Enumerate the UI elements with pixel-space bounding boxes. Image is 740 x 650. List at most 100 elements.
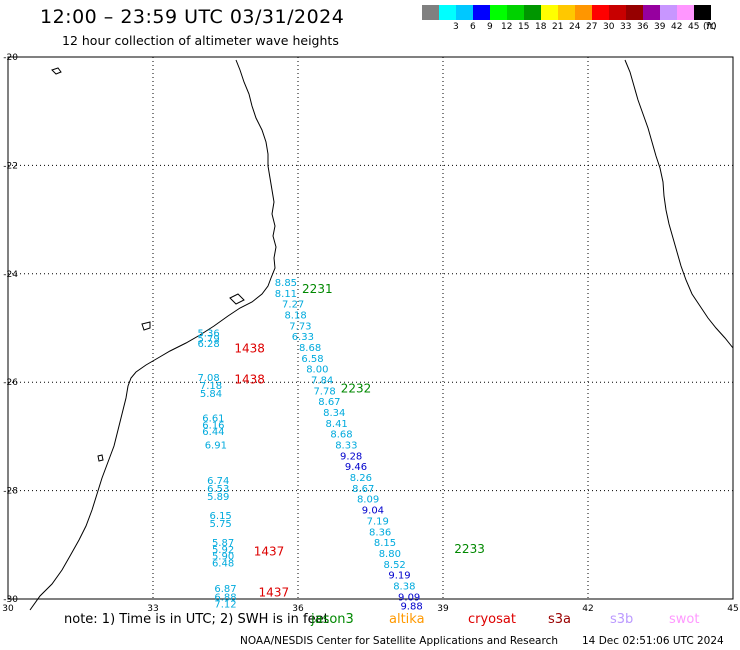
wave-height-label: 5.87 — [212, 538, 234, 549]
colorbar-swatch — [473, 5, 490, 20]
wave-height-label: 7.27 — [282, 300, 304, 311]
colorbar-tick-label: 9 — [487, 22, 493, 32]
colorbar-swatch — [694, 5, 711, 20]
wave-height-label: 5.84 — [200, 389, 222, 400]
wave-height-label: 7.19 — [367, 516, 389, 527]
wave-height-label: 6.48 — [212, 559, 234, 570]
coastline-mozambique — [29, 59, 277, 611]
colorbar — [422, 5, 711, 21]
colorbar-tick-label: 24 — [569, 22, 581, 32]
wave-height-label: 5.90 — [212, 552, 234, 563]
colorbar-swatch — [507, 5, 524, 20]
colorbar-swatch — [524, 5, 541, 20]
wave-height-label: 6.87 — [214, 584, 236, 595]
wave-height-label: 6.58 — [301, 354, 323, 365]
longitude-tick-label: 42 — [582, 604, 593, 614]
cycle-label: 1438 — [234, 342, 265, 356]
axis-labels: 30 33 36 39 42 45 -20 -22 -24 -26 -28 -30 — [2, 53, 738, 614]
wave-height-label: 8.80 — [379, 549, 401, 560]
colorbar-tick-label: 45 — [688, 22, 700, 32]
cycle-label: 2231 — [302, 282, 333, 296]
mission-legend-item: swot — [669, 612, 700, 627]
colorbar-swatch — [541, 5, 558, 20]
colorbar-tick-label: 27 — [586, 22, 598, 32]
wave-height-label: 7.84 — [311, 375, 333, 386]
mission-legend-item: jason3 — [311, 612, 354, 627]
map-title: 12:00 – 23:59 UTC 03/31/2024 — [40, 6, 345, 28]
wave-height-label: 8.34 — [323, 408, 345, 419]
cycle-label: 1438 — [234, 372, 265, 386]
latitude-tick-label: -22 — [3, 161, 18, 171]
wave-height-label: 8.00 — [306, 365, 328, 376]
wave-height-label: 8.26 — [350, 473, 372, 484]
longitude-tick-label: 45 — [727, 604, 738, 614]
cycle-label: 1437 — [259, 585, 290, 599]
wave-height-label: 8.11 — [275, 289, 297, 300]
wave-height-label: 9.09 — [398, 592, 420, 603]
footer-note: note: 1) Time is in UTC; 2) SWH is in fe… — [64, 612, 329, 627]
latitude-tick-label: -26 — [3, 378, 18, 388]
wave-height-label: 9.04 — [362, 506, 384, 517]
map-subtitle: 12 hour collection of altimeter wave hei… — [62, 33, 339, 48]
colorbar-tick-label: 39 — [654, 22, 666, 32]
map-grid — [7, 56, 734, 600]
wave-height-label: 9.28 — [340, 451, 362, 462]
mission-legend-item: cryosat — [468, 612, 516, 627]
colorbar-unit: (ft) — [703, 22, 717, 32]
generation-timestamp: 14 Dec 02:51:06 UTC 2024 — [582, 635, 724, 647]
wave-height-label: 9.46 — [345, 462, 367, 473]
wave-height-labels: 8.858.117.278.187.736.338.686.588.007.84… — [197, 278, 422, 613]
colorbar-swatch — [575, 5, 592, 20]
wave-height-label: 5.89 — [207, 492, 229, 503]
colorbar-swatch — [592, 5, 609, 20]
wave-height-label: 8.52 — [384, 560, 406, 571]
longitude-tick-label: 36 — [292, 604, 304, 614]
wave-height-label: 6.44 — [202, 427, 224, 438]
longitude-tick-label: 33 — [147, 604, 158, 614]
wave-height-label: 9.88 — [400, 602, 422, 613]
island-north — [51, 67, 62, 75]
wave-height-label: 8.33 — [335, 441, 357, 452]
colorbar-tick-label: 30 — [603, 22, 615, 32]
wave-height-label: 8.67 — [352, 484, 374, 495]
wave-height-label: 8.68 — [299, 343, 321, 354]
colorbar-tick-label: 15 — [518, 22, 530, 32]
wave-height-label: 6.53 — [207, 484, 229, 495]
colorbar-tick-label: 6 — [470, 22, 476, 32]
colorbar-tick-label: 3 — [453, 22, 459, 32]
wave-height-label: 6.74 — [207, 476, 229, 487]
colorbar-swatch — [626, 5, 643, 20]
mission-legend-item: s3a — [548, 612, 572, 627]
cycle-label: 2232 — [341, 382, 372, 396]
wave-height-label: 8.85 — [275, 278, 297, 289]
wave-height-label: 7.78 — [313, 386, 335, 397]
colorbar-swatch — [490, 5, 507, 20]
colorbar-swatch — [558, 5, 575, 20]
wave-height-label: 5.79 — [197, 334, 219, 345]
colorbar-tick-label: 33 — [620, 22, 632, 32]
wave-height-label: 7.08 — [197, 373, 219, 384]
colorbar-tick-label: 36 — [637, 22, 649, 32]
wave-height-label: 7.12 — [214, 599, 236, 610]
wave-height-label: 6.15 — [210, 511, 232, 522]
island-mid — [141, 321, 151, 331]
map-frame — [7, 56, 734, 600]
wave-height-label: 7.73 — [289, 321, 311, 332]
wave-height-label: 6.91 — [205, 441, 227, 452]
wave-height-label: 5.75 — [210, 519, 232, 530]
wave-height-label: 7.18 — [200, 381, 222, 392]
island-south — [97, 454, 104, 462]
colorbar-swatch — [609, 5, 626, 20]
mission-legend-item: s3b — [610, 612, 634, 627]
cycle-labels: 2231 2232 2233 1438 1438 1437 1437 — [234, 282, 484, 600]
wave-height-label: 9.19 — [388, 571, 410, 582]
wave-height-label: 8.67 — [318, 397, 340, 408]
colorbar-tick-label: 70 — [705, 22, 717, 32]
wave-height-label: 8.41 — [326, 419, 348, 430]
latitude-tick-label: -24 — [3, 270, 18, 280]
longitude-tick-label: 30 — [2, 604, 14, 614]
wave-height-label: 6.16 — [202, 420, 224, 431]
wave-height-label: 6.88 — [214, 592, 236, 603]
latitude-tick-label: -20 — [3, 53, 18, 63]
